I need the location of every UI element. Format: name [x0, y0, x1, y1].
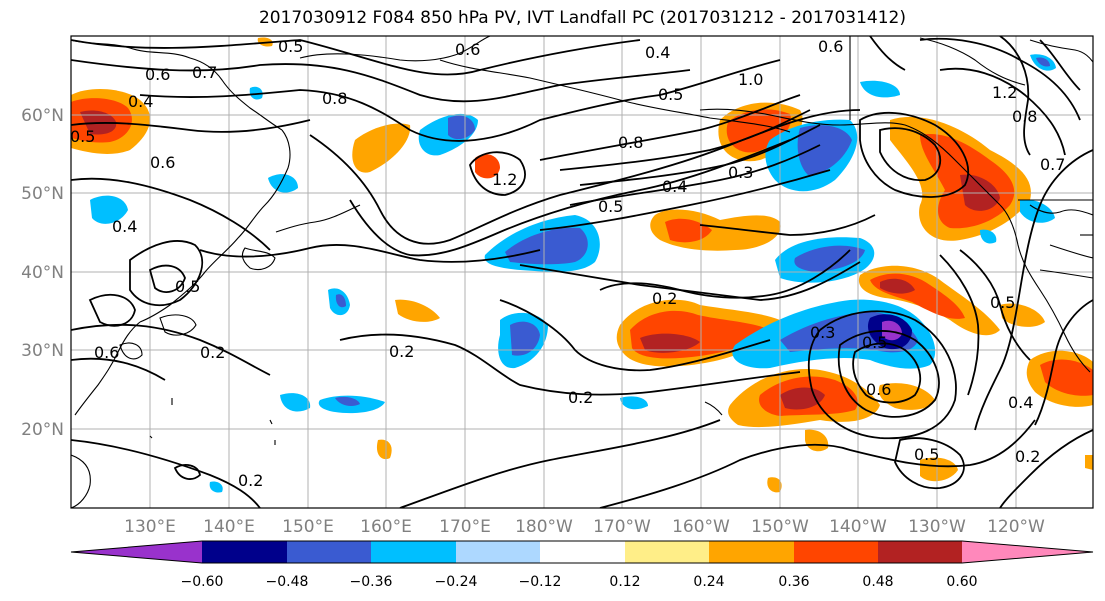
colorbar-segment — [962, 541, 1093, 563]
colorbar-segments — [70, 540, 1094, 564]
lat-label: 20°N — [21, 420, 64, 440]
contour-label: 0.8 — [1012, 107, 1037, 126]
lon-label: 150°W — [751, 517, 809, 537]
lat-label: 60°N — [21, 106, 64, 126]
contour-label: 0.6 — [866, 380, 891, 399]
colorbar-tick-label: −0.36 — [350, 574, 393, 590]
contour-label: 0.2 — [238, 471, 263, 490]
lon-label: 140°W — [829, 517, 887, 537]
colorbar-segment — [287, 541, 371, 563]
lon-label: 160°W — [672, 517, 730, 537]
contour-label: 1.0 — [738, 70, 763, 89]
colorbar-segment — [456, 541, 540, 563]
lon-label: 160°E — [360, 517, 412, 537]
contour-label: 0.5 — [598, 197, 623, 216]
colorbar: −0.60 −0.48 −0.36 −0.24 −0.12 0.12 0.24 … — [70, 540, 1094, 590]
colorbar-tick-label: 0.60 — [946, 574, 977, 590]
colorbar-tick-label: −0.60 — [181, 574, 224, 590]
contour-labels: 0.5 0.6 0.7 0.8 0.4 0.5 0.6 1.2 1.0 0.5 … — [70, 37, 1065, 490]
colorbar-segment — [878, 541, 962, 563]
colorbar-tick-label: −0.24 — [435, 574, 478, 590]
contour-label: 0.7 — [192, 63, 217, 82]
contour-label: 0.8 — [322, 89, 347, 108]
colorbar-segment — [71, 541, 202, 563]
colorbar-segment — [709, 541, 794, 563]
contour-label: 0.7 — [1040, 155, 1065, 174]
lon-label: 140°E — [203, 517, 255, 537]
contour-label: 0.3 — [728, 163, 753, 182]
colorbar-tick-labels: −0.60 −0.48 −0.36 −0.24 −0.12 0.12 0.24 … — [181, 574, 978, 590]
colorbar-segment — [202, 541, 287, 563]
contour-label: 0.4 — [112, 217, 137, 236]
contour-label: 0.5 — [70, 127, 95, 146]
colorbar-tick-label: −0.48 — [266, 574, 309, 590]
contour-label: 0.2 — [652, 289, 677, 308]
contour-label: 0.4 — [128, 92, 153, 111]
ivt-contours — [71, 36, 1093, 508]
colorbar-tick-label: −0.12 — [519, 574, 562, 590]
map-panel: 0.5 0.6 0.7 0.8 0.4 0.5 0.6 1.2 1.0 0.5 … — [70, 36, 1093, 508]
contour-label: 0.5 — [175, 277, 200, 296]
lat-label: 50°N — [21, 184, 64, 204]
contour-label: 0.3 — [810, 323, 835, 342]
lat-label: 30°N — [21, 341, 64, 361]
contour-label: 0.2 — [200, 343, 225, 362]
colorbar-outline — [70, 540, 1094, 564]
colorbar-tick-label: 0.12 — [609, 574, 640, 590]
contour-label: 0.4 — [1008, 393, 1033, 412]
colorbar-tick-label: 0.48 — [862, 574, 893, 590]
colorbar-tick-label: 0.24 — [693, 574, 724, 590]
contour-label: 1.2 — [492, 170, 517, 189]
contour-label: 0.4 — [662, 177, 687, 196]
contour-label: 0.6 — [455, 40, 480, 59]
map-title: 2017030912 F084 850 hPa PV, IVT Landfall… — [258, 8, 906, 28]
colorbar-tick-label: 0.36 — [778, 574, 809, 590]
contour-label: 0.6 — [150, 153, 175, 172]
lat-label: 40°N — [21, 263, 64, 283]
contour-label: 1.2 — [992, 83, 1017, 102]
lon-label: 130°E — [124, 517, 176, 537]
longitude-labels: 130°E 140°E 150°E 160°E 170°E 180°W 170°… — [124, 517, 1045, 537]
coastlines — [71, 36, 1093, 508]
graticule — [71, 36, 1093, 508]
contour-label: 0.2 — [389, 342, 414, 361]
contour-label: 0.6 — [818, 37, 843, 56]
colorbar-segment — [540, 541, 625, 563]
contour-label: 0.5 — [658, 85, 683, 104]
contour-label: 0.8 — [618, 133, 643, 152]
contour-label: 0.6 — [94, 343, 119, 362]
contour-label: 0.6 — [145, 65, 170, 84]
lon-label: 120°W — [987, 517, 1045, 537]
contour-label: 0.5 — [862, 333, 887, 352]
lon-label: 150°E — [282, 517, 334, 537]
contour-label: 0.2 — [1015, 447, 1040, 466]
contour-label: 0.5 — [278, 37, 303, 56]
colorbar-segment — [794, 541, 878, 563]
colorbar-segment — [625, 541, 709, 563]
lon-label: 170°W — [593, 517, 651, 537]
contour-label: 0.5 — [990, 293, 1015, 312]
latitude-labels: 60°N 50°N 40°N 30°N 20°N — [21, 106, 64, 440]
map-frame — [70, 35, 1094, 509]
contour-label: 0.4 — [645, 43, 670, 62]
lon-label: 130°W — [908, 517, 966, 537]
negative-shading — [90, 54, 1056, 493]
lon-label: 170°E — [439, 517, 491, 537]
contour-label: 0.5 — [914, 445, 939, 464]
lon-label: 180°W — [515, 517, 573, 537]
colorbar-segment — [371, 541, 456, 563]
contour-label: 0.2 — [568, 388, 593, 407]
